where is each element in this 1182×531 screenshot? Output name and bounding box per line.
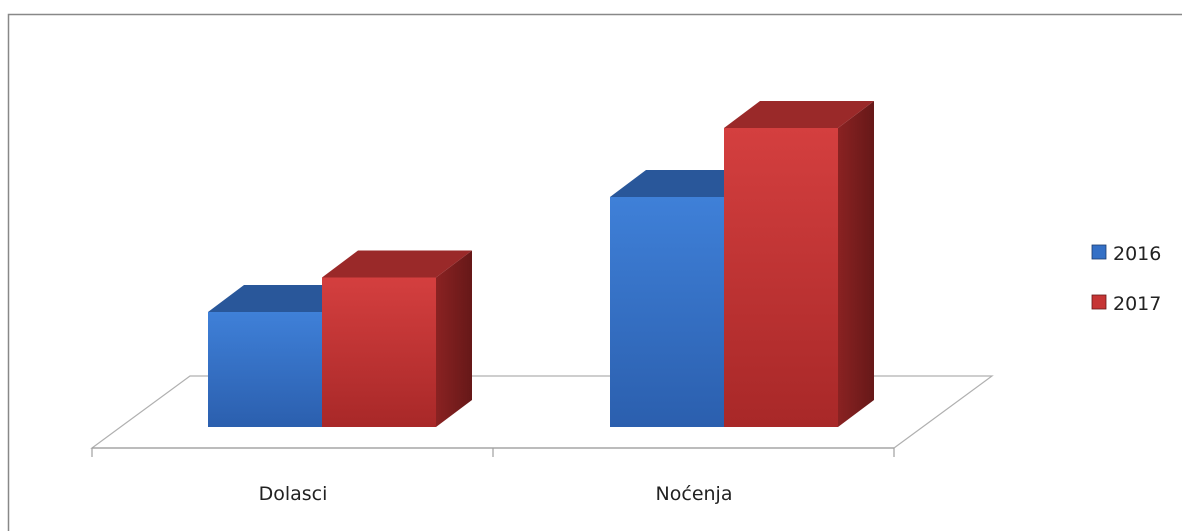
bar-no-enja-2017-front [724, 128, 838, 427]
legend-label-2016: 2016 [1113, 243, 1161, 265]
bar-dolasci-2017-front [322, 277, 436, 427]
bar-no-enja-2017-top [724, 101, 874, 128]
chart-border [7, 13, 1182, 531]
bar-dolasci-2017-top [322, 250, 472, 278]
bar-dolasci-2017 [322, 250, 472, 427]
bar-dolasci-2016-top [208, 285, 358, 312]
bar-dolasci-2016-front [208, 312, 322, 427]
bar-dolasci-2017-side [436, 250, 472, 427]
legend-swatch-2016 [1091, 244, 1107, 260]
bar-no-enja-2017 [724, 101, 874, 427]
legend: 2016 2017 [1091, 243, 1161, 315]
bars-layer [208, 101, 874, 427]
bar-no-enja-2016-front [610, 197, 724, 427]
bar-no-enja-2017-side [838, 101, 874, 427]
bar-no-enja-2016-top [610, 170, 760, 197]
legend-swatch-2017 [1091, 294, 1107, 310]
category-label-dolasci: Dolasci [259, 483, 328, 505]
legend-label-2017: 2017 [1113, 293, 1161, 315]
category-label-nocenja: Noćenja [656, 483, 733, 505]
